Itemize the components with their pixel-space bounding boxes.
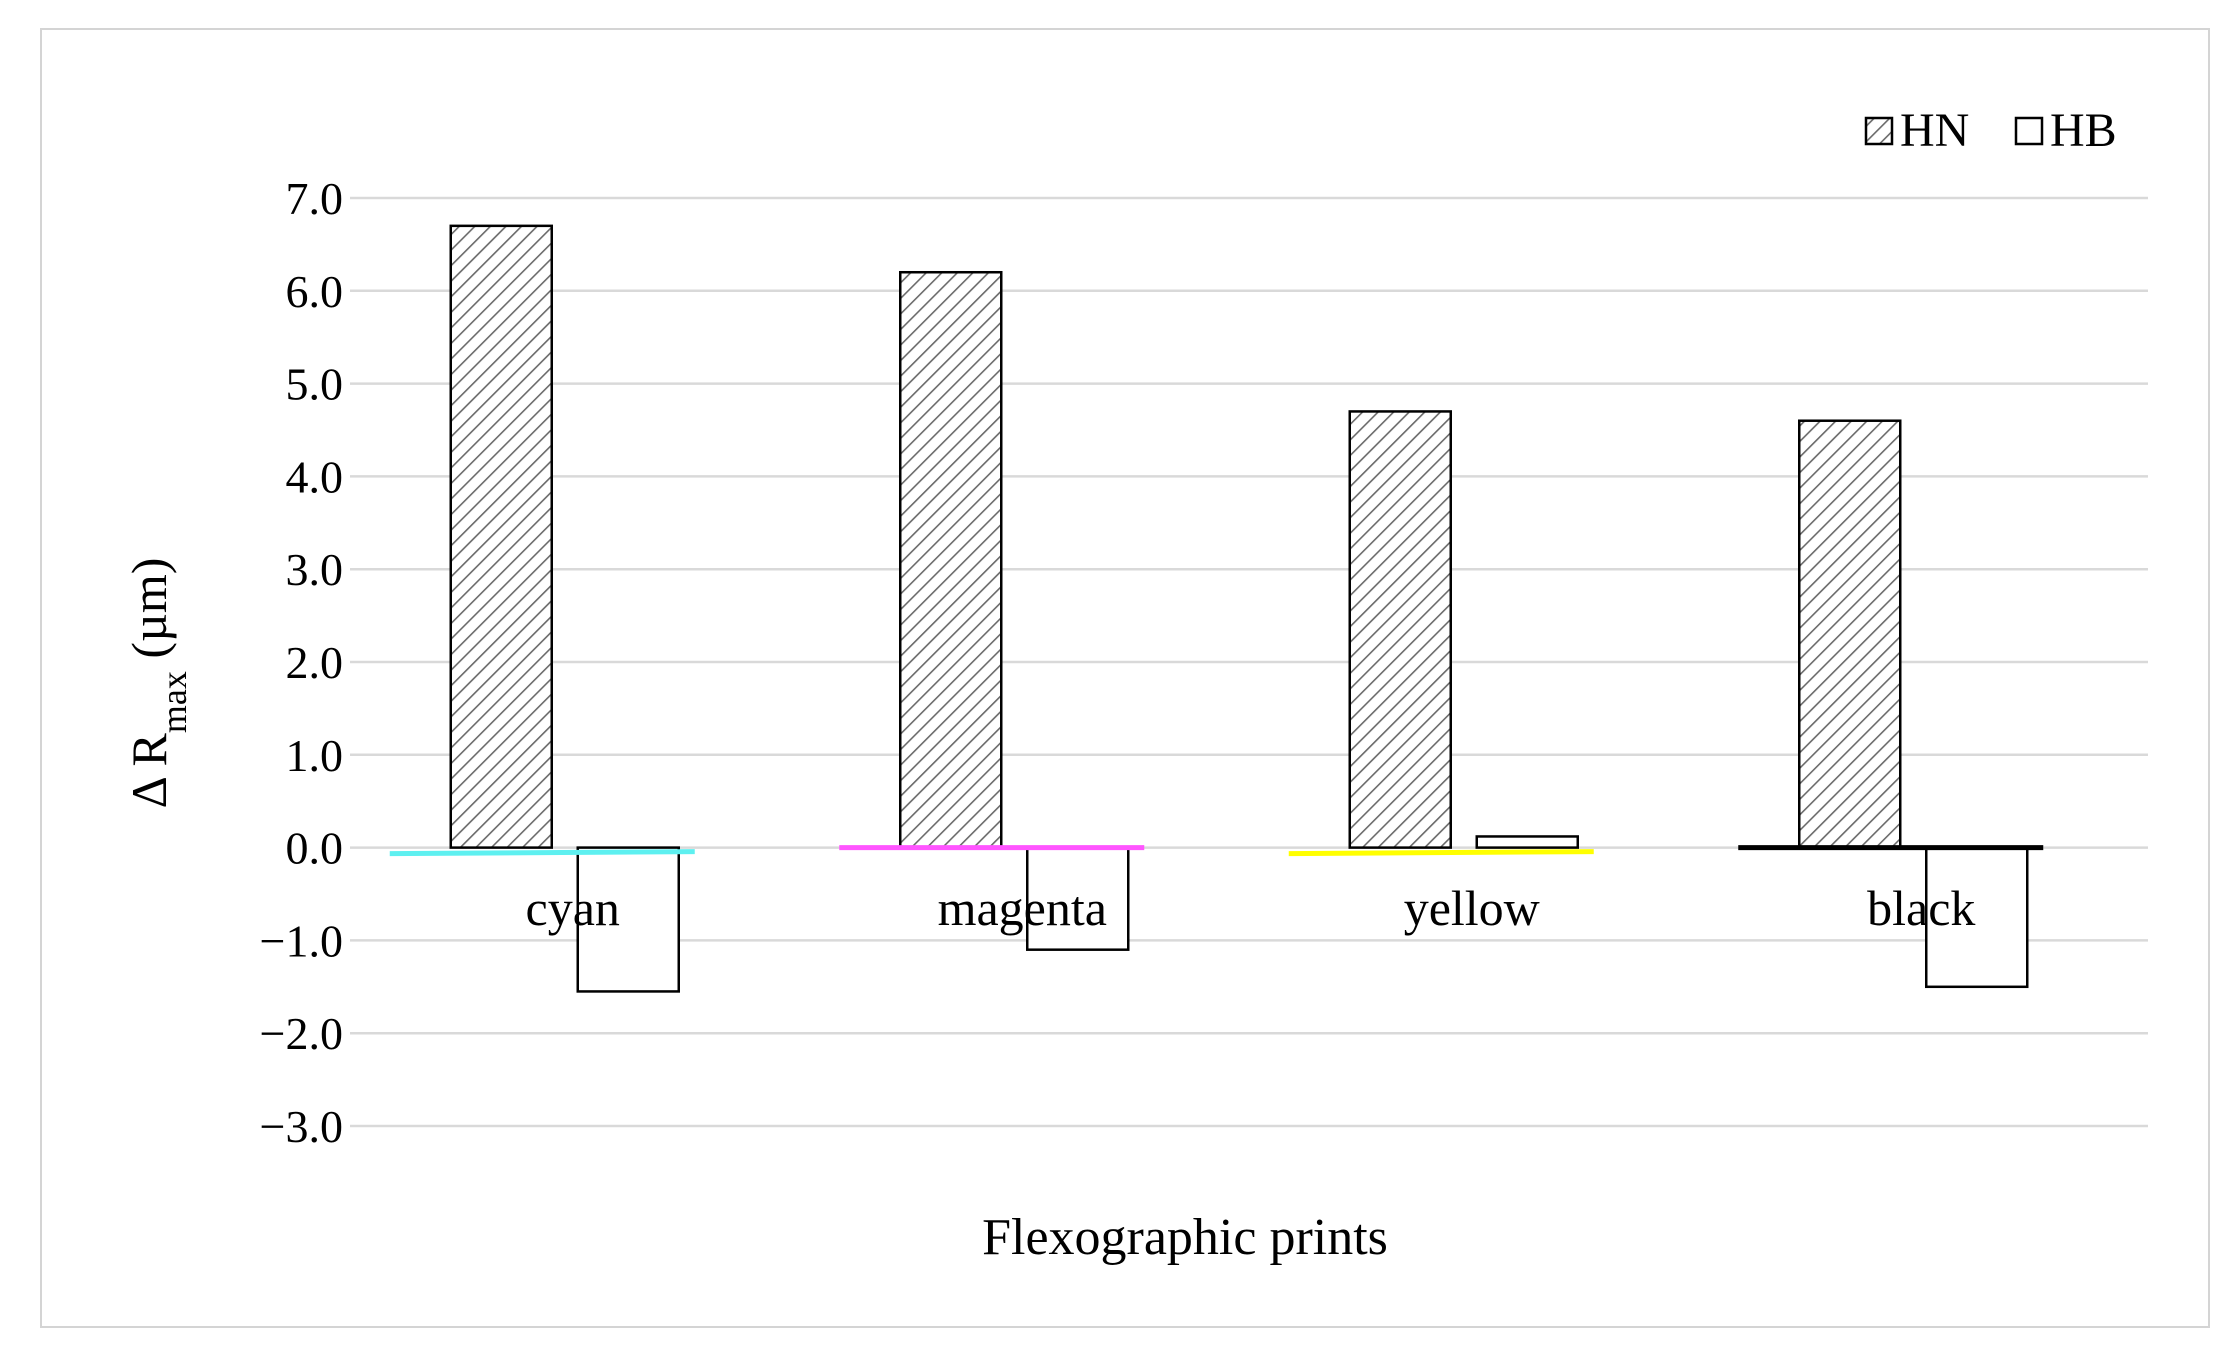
bar-hb-magenta	[1026, 846, 1130, 951]
bar-hn-black	[1798, 419, 1902, 849]
y-tick-label: 1.0	[286, 730, 344, 781]
y-tick-label: −2.0	[260, 1008, 343, 1059]
x-axis-label: Flexographic prints	[982, 1209, 1388, 1266]
bar-hb-black	[1925, 846, 2029, 989]
y-tick-label: 0.0	[286, 823, 344, 874]
legend-swatch-hb	[2014, 116, 2044, 146]
y-tick-label: −1.0	[260, 915, 343, 966]
baseline-cyan	[389, 849, 695, 857]
legend-label-hb: HB	[2050, 104, 2117, 157]
category-label-cyan: cyan	[526, 880, 620, 936]
bar-hn-yellow	[1348, 410, 1452, 849]
baseline-yellow	[1288, 849, 1594, 857]
category-label-yellow: yellow	[1404, 880, 1540, 936]
y-tick-label: 7.0	[286, 173, 344, 224]
legend-label-hn: HN	[1900, 104, 1969, 157]
y-tick-label: −3.0	[260, 1101, 343, 1152]
bar-hb-cyan	[576, 846, 680, 993]
y-tick-label: 3.0	[286, 544, 344, 595]
y-tick-labels: 7.0 6.0 5.0 4.0 3.0 2.0 1.0 0.0 −1.0 −2.0 −3.0	[260, 173, 343, 1152]
legend-swatch-hn	[1864, 116, 1894, 146]
y-tick-label: 2.0	[286, 637, 344, 688]
category-baselines	[389, 845, 2044, 857]
bar-hn-magenta	[899, 270, 1003, 849]
category-label-magenta: magenta	[938, 880, 1107, 936]
category-label-black: black	[1867, 880, 1975, 936]
bar-hb-yellow	[1475, 835, 1579, 849]
category-labels: cyan magenta yellow black	[526, 880, 1976, 936]
bar-hn-cyan	[449, 224, 553, 849]
legend: HN HB	[1864, 104, 2117, 157]
y-tick-label: 4.0	[286, 451, 344, 502]
y-axis-label: Δ Rmax (µm)	[121, 558, 194, 809]
y-tick-label: 5.0	[286, 359, 344, 410]
bars	[449, 224, 2029, 993]
y-tick-label: 6.0	[286, 266, 344, 317]
